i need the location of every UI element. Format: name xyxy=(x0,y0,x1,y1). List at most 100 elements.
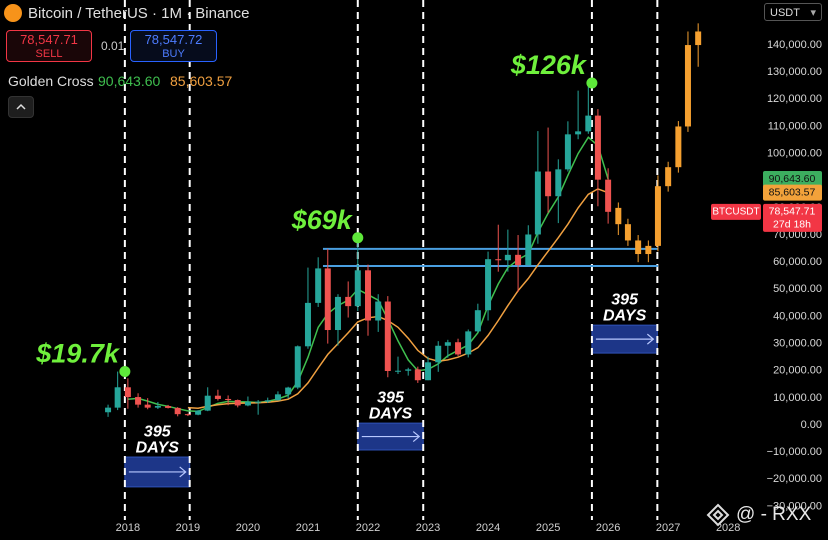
price-badge xyxy=(763,203,822,232)
buy-button[interactable]: 78,547.72 BUY xyxy=(130,30,217,62)
candle-body xyxy=(515,254,522,266)
sell-label: SELL xyxy=(35,48,63,60)
logo-icon xyxy=(706,503,730,527)
y-tick-label: 20,000.00 xyxy=(773,365,822,377)
candle-body xyxy=(495,259,502,261)
candle-body xyxy=(105,407,112,413)
candle-body xyxy=(504,254,511,261)
candle-body xyxy=(575,131,582,135)
candle-body xyxy=(684,45,691,127)
candle-body xyxy=(354,270,361,307)
price-badge xyxy=(763,184,822,201)
y-tick-label: 130,000.00 xyxy=(767,66,822,78)
y-tick-label: 120,000.00 xyxy=(767,93,822,105)
indicator-fast: 90,643.60 xyxy=(98,73,161,89)
ticker-label: BTCUSDT xyxy=(712,206,759,217)
x-tick-label: 2028 xyxy=(716,522,740,534)
x-tick-label: 2021 xyxy=(296,522,320,534)
x-tick-label: 2024 xyxy=(476,522,500,534)
collapse-button[interactable] xyxy=(8,96,34,118)
candle-body xyxy=(184,414,191,416)
candle-body xyxy=(285,387,292,395)
peak-dot xyxy=(352,232,364,244)
dropdown-caret: ▾ xyxy=(810,7,816,19)
y-tick-label: 140,000.00 xyxy=(767,39,822,51)
peak-dot xyxy=(586,77,598,89)
candle-body xyxy=(594,115,601,180)
price-badge-countdown: 27d 18h xyxy=(773,219,811,231)
candle-body xyxy=(564,134,571,170)
candle-body xyxy=(294,346,301,388)
currency-select[interactable]: USDT ▾ xyxy=(764,3,822,21)
candle-body xyxy=(465,331,472,355)
candle-body xyxy=(585,115,592,132)
candle-body xyxy=(635,240,642,255)
candle-body xyxy=(114,387,121,408)
candle-body xyxy=(244,401,251,406)
y-tick-label: 60,000.00 xyxy=(773,256,822,268)
candle-body xyxy=(605,179,612,212)
candle-body xyxy=(334,296,341,331)
moving-average xyxy=(187,188,609,409)
candle-body xyxy=(435,345,442,363)
candle-body xyxy=(384,301,391,372)
symbol-title: Bitcoin / TetherUS · 1M · Binance xyxy=(28,5,250,22)
caret-icon xyxy=(16,103,26,110)
candle-body xyxy=(405,369,412,371)
indicator-name: Golden Cross xyxy=(8,73,94,89)
candle-body xyxy=(124,387,131,398)
candle-body xyxy=(395,370,402,372)
y-tick-label: 30,000.00 xyxy=(773,337,822,349)
candle-body xyxy=(195,410,202,415)
peak-label: $69k xyxy=(291,205,354,235)
candle-body xyxy=(645,245,652,255)
period-unit: DAYS xyxy=(603,307,647,324)
candle-body xyxy=(695,31,702,46)
peak-label: $19.7k xyxy=(35,339,121,369)
candle-body xyxy=(174,407,181,415)
candle-body xyxy=(225,398,232,401)
candle-body xyxy=(455,342,462,355)
indicator-slow: 85,603.57 xyxy=(170,73,233,89)
buy-price: 78,547.72 xyxy=(144,32,203,47)
candle-body xyxy=(555,169,562,197)
y-tick-label: 0.00 xyxy=(801,419,822,431)
candle-body xyxy=(144,404,151,408)
price-badge-label: 85,603.57 xyxy=(769,186,816,198)
period-label: 395 xyxy=(611,291,639,308)
candle-body xyxy=(345,296,352,307)
y-tick-label: 40,000.00 xyxy=(773,310,822,322)
period-arrowhead xyxy=(412,431,421,443)
candle-body xyxy=(165,406,172,408)
candle-body xyxy=(364,270,371,321)
y-tick-label: 70,000.00 xyxy=(773,229,822,241)
candle-body xyxy=(264,400,271,402)
y-tick-label: 100,000.00 xyxy=(767,148,822,160)
candle-body xyxy=(304,302,311,347)
x-tick-label: 2019 xyxy=(176,522,200,534)
period-label: 395 xyxy=(144,423,172,440)
candle-body xyxy=(214,395,221,399)
spread: 0.01 xyxy=(101,39,125,53)
x-tick-label: 2025 xyxy=(536,522,560,534)
candle-body xyxy=(274,394,281,401)
candle-body xyxy=(154,406,161,408)
currency: USDT xyxy=(770,7,800,19)
candle-body xyxy=(204,395,211,411)
sell-button[interactable]: 78,547.71 SELL xyxy=(6,30,92,62)
price-badge xyxy=(763,171,822,188)
x-tick-label: 2022 xyxy=(356,522,380,534)
period-arrowhead xyxy=(646,333,655,345)
y-tick-label: −30,000.00 xyxy=(767,500,822,512)
peak-label: $126k xyxy=(510,50,588,80)
price-badge-label: 78,547.71 xyxy=(769,206,816,218)
x-tick-label: 2026 xyxy=(596,522,620,534)
candle-body xyxy=(135,397,142,405)
x-tick-label: 2027 xyxy=(656,522,680,534)
price-badge-label: 90,643.60 xyxy=(769,173,816,185)
sell-price: 78,547.71 xyxy=(20,32,78,47)
candle-body xyxy=(375,301,382,321)
candle-body xyxy=(234,400,241,406)
